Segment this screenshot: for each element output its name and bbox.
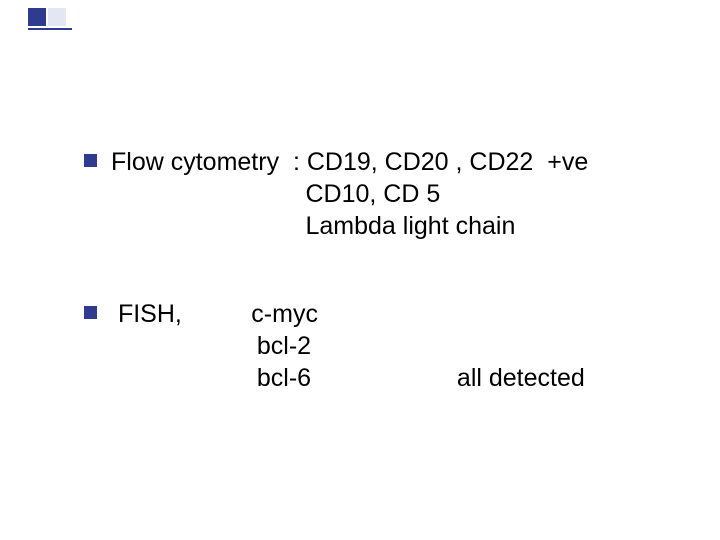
square-bullet-icon — [84, 306, 97, 319]
bullet-text-block: FISH, c-myc bcl-2 bcl-6 all detected — [111, 298, 585, 394]
text-line: bcl-6 all detected — [111, 362, 585, 394]
bullet-text-block: Flow cytometry : CD19, CD20 , CD22 +ve C… — [111, 146, 588, 242]
corner-accent — [0, 0, 120, 40]
accent-square-light — [48, 8, 66, 26]
accent-square-dark — [28, 8, 46, 26]
text-line: FISH, c-myc — [111, 298, 585, 330]
bullet-item: Flow cytometry : CD19, CD20 , CD22 +ve C… — [84, 146, 680, 242]
slide-content: Flow cytometry : CD19, CD20 , CD22 +ve C… — [84, 146, 680, 450]
bullet-item: FISH, c-myc bcl-2 bcl-6 all detected — [84, 298, 680, 394]
square-bullet-icon — [84, 154, 97, 167]
text-line: CD10, CD 5 — [111, 178, 588, 210]
text-line: Flow cytometry : CD19, CD20 , CD22 +ve — [111, 146, 588, 178]
accent-underline — [28, 28, 72, 30]
text-line: Lambda light chain — [111, 210, 588, 242]
text-line: bcl-2 — [111, 330, 585, 362]
